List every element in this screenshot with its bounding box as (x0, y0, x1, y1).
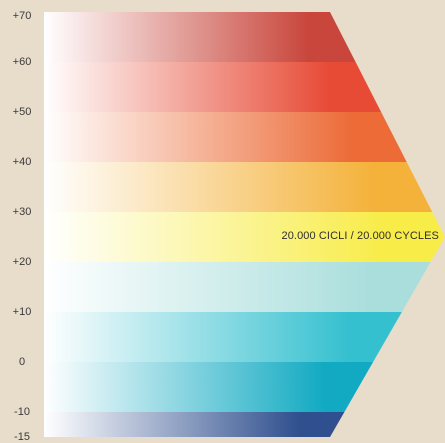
band-20-30 (44, 212, 445, 262)
band-50-60 (44, 62, 382, 112)
band-60-70 (44, 12, 356, 62)
band-0-10 (44, 312, 402, 362)
bands-layer (44, 12, 445, 437)
band-30-40 (44, 162, 433, 212)
band--10-0 (44, 362, 374, 412)
band-10-20 (44, 262, 431, 312)
band--15--10 (44, 412, 345, 437)
band-40-50 (44, 112, 407, 162)
